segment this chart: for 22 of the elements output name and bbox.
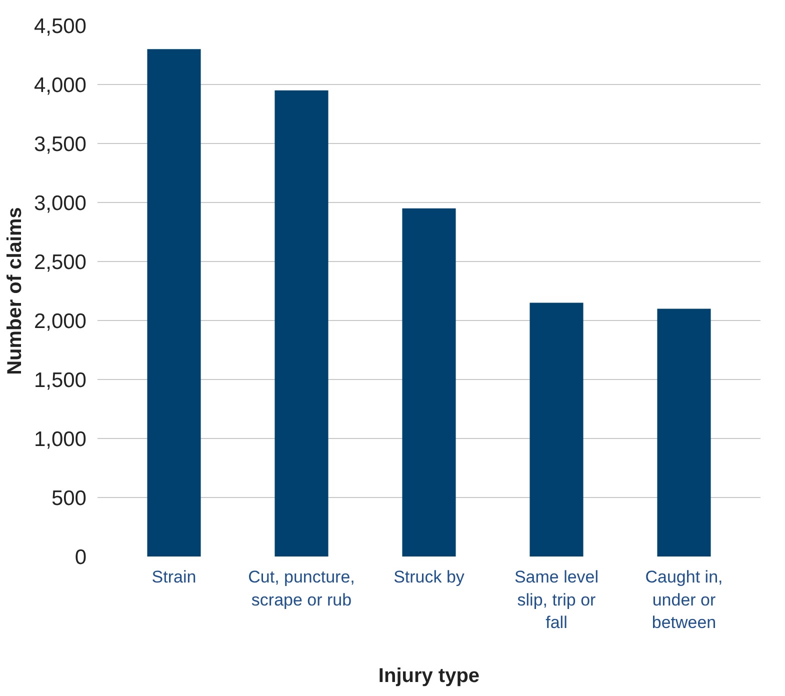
y-tick-label: 4,500 <box>34 15 87 38</box>
y-axis-title: Number of claims <box>4 207 26 375</box>
bar <box>657 308 711 556</box>
bar <box>530 302 584 556</box>
bar <box>274 90 328 556</box>
x-tick-label: Caught in, under or between <box>645 568 723 632</box>
x-tick-label: Cut, puncture, scrape or rub <box>248 568 355 610</box>
y-tick-label: 1,500 <box>34 369 87 392</box>
y-tick-label: 3,500 <box>34 133 87 156</box>
y-tick-label: 500 <box>51 487 87 510</box>
x-axis-title: Injury type <box>378 665 480 688</box>
y-tick-label: 0 <box>74 546 87 569</box>
y-tick-label: 2,000 <box>34 310 87 333</box>
y-tick-label: 4,000 <box>34 74 87 97</box>
bar <box>402 208 456 556</box>
y-tick-label: 1,000 <box>34 428 87 451</box>
x-tick-label: Struck by <box>394 568 465 586</box>
x-tick-label: Same level slip, trip or fall <box>514 568 599 632</box>
y-tick-label: 2,500 <box>34 251 87 274</box>
y-tick-label: 3,000 <box>34 192 87 215</box>
x-tick-label: Strain <box>152 568 196 586</box>
bar <box>147 49 201 556</box>
